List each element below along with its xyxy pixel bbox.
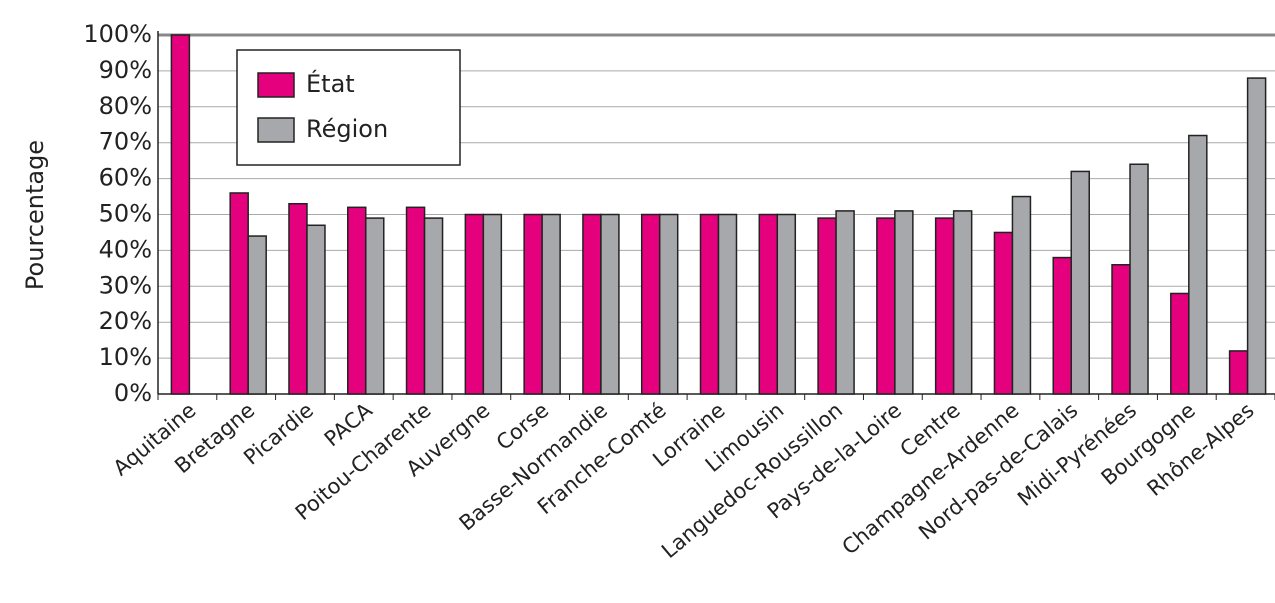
bar: [699, 213, 720, 395]
y-tick-label: 30%: [99, 271, 152, 299]
bar: [464, 213, 485, 395]
bar: [600, 213, 620, 395]
y-tick-label: 100%: [83, 20, 152, 48]
bar: [482, 213, 503, 395]
bar: [817, 217, 837, 395]
bar: [347, 206, 367, 395]
bar: [658, 213, 679, 395]
bar: [894, 210, 914, 395]
y-tick-label: 40%: [99, 235, 152, 263]
bar: [405, 206, 426, 395]
y-tick-label: 60%: [99, 164, 152, 192]
bar: [1129, 163, 1149, 395]
y-tick-label: 0%: [114, 379, 152, 407]
legend-swatch: [257, 72, 295, 98]
bar: [1188, 134, 1208, 395]
y-tick-label: 20%: [99, 307, 152, 335]
bar: [523, 213, 543, 395]
bar: [1011, 195, 1032, 395]
bar: [229, 192, 249, 395]
bar: [952, 210, 973, 395]
legend-label: État: [306, 69, 355, 98]
bar: [306, 224, 326, 395]
bar: [365, 217, 385, 395]
y-tick-label: 90%: [99, 56, 152, 84]
bar: [876, 217, 896, 395]
bar: [1052, 256, 1072, 395]
y-tick-label: 10%: [99, 343, 152, 371]
bar: [170, 34, 191, 395]
bar: [717, 213, 738, 395]
bar: [776, 213, 797, 395]
legend-box: [236, 49, 461, 166]
bar: [640, 213, 661, 395]
legend-label: Région: [306, 115, 388, 143]
bar: [993, 231, 1014, 395]
bar: [541, 213, 561, 395]
bar: [758, 213, 779, 395]
legend-swatch: [257, 117, 295, 143]
bar: [1111, 264, 1131, 395]
y-tick-label: 50%: [99, 200, 152, 228]
bar: [835, 210, 855, 395]
bar: [1228, 350, 1249, 395]
y-tick-label: 80%: [99, 92, 152, 120]
bar: [582, 213, 602, 395]
bar: [423, 217, 444, 395]
bar: [1246, 77, 1267, 395]
bar: [1070, 170, 1090, 395]
y-axis-label: Pourcentage: [21, 140, 49, 290]
y-tick-label: 70%: [99, 128, 152, 156]
bar: [1170, 292, 1190, 395]
bar: [934, 217, 955, 395]
bar: [288, 202, 308, 395]
bar: [247, 235, 267, 395]
